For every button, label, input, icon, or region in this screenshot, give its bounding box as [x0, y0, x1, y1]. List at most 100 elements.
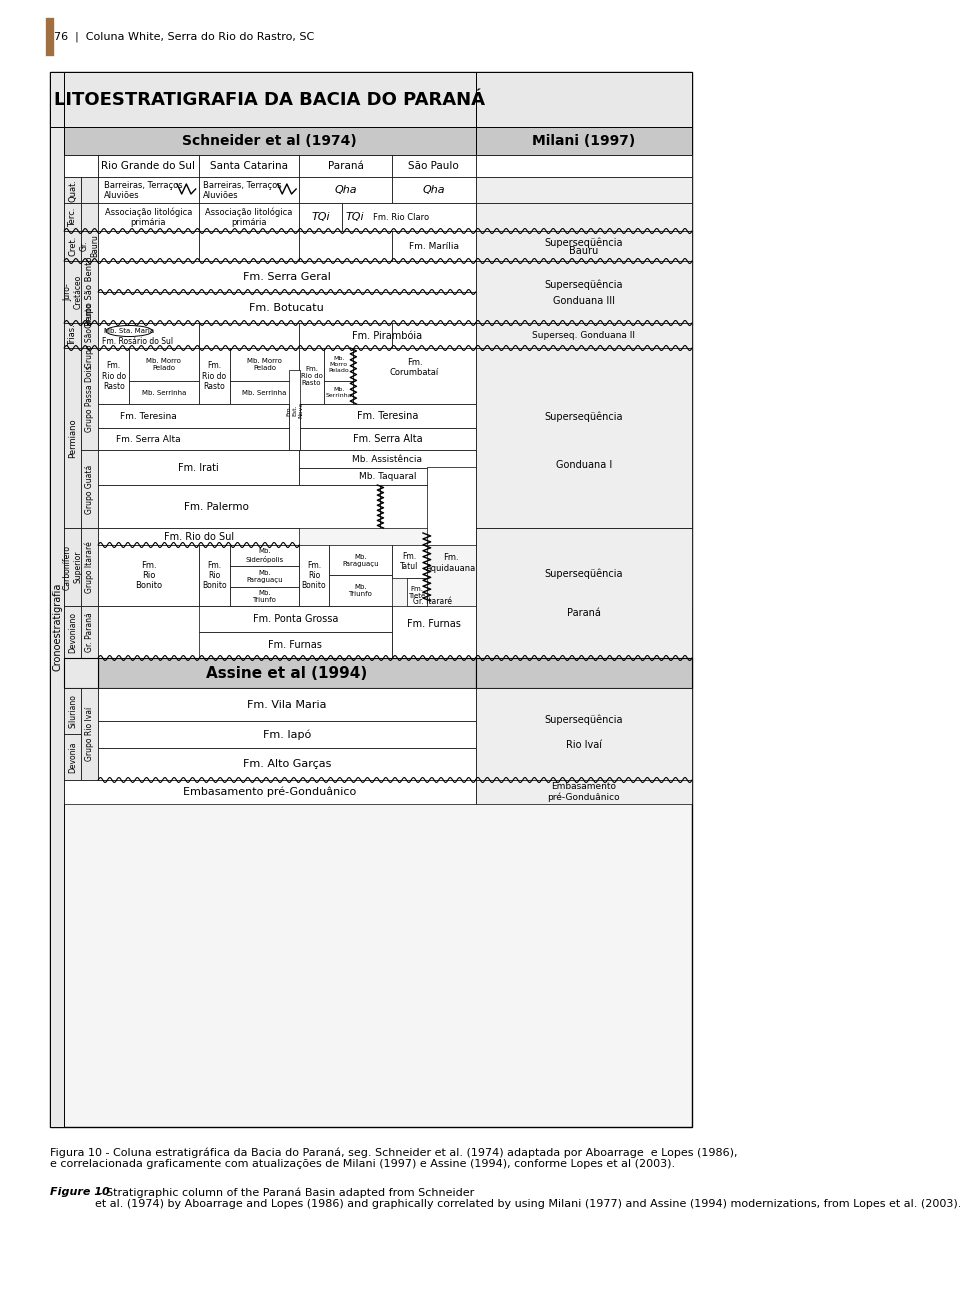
Text: Fm.
Corumbataí: Fm. Corumbataí	[390, 358, 439, 377]
Text: Embasamento pré-Gonduânico: Embasamento pré-Gonduânico	[183, 787, 356, 797]
Bar	[475, 528, 692, 658]
Text: Permiano: Permiano	[68, 419, 77, 457]
Bar	[98, 545, 199, 606]
Bar	[82, 348, 98, 450]
Ellipse shape	[106, 326, 153, 336]
Text: Qha: Qha	[422, 185, 445, 195]
Bar	[64, 127, 475, 155]
Text: Qha: Qha	[334, 185, 357, 195]
Text: Superseqüência: Superseqüência	[544, 279, 623, 289]
Text: Grupo Passa Dois: Grupo Passa Dois	[85, 366, 94, 433]
Text: Figure 10: Figure 10	[50, 1187, 110, 1196]
Text: Superseqüência: Superseqüência	[544, 568, 623, 579]
Bar	[289, 370, 300, 450]
Text: - Stratigraphic column of the Paraná Basin adapted from Schneider
et al. (1974) : - Stratigraphic column of the Paraná Bas…	[95, 1187, 960, 1209]
Text: Associação litológica
primária: Associação litológica primária	[105, 207, 192, 227]
Bar	[392, 323, 475, 348]
Text: Mb. Sta. Maria: Mb. Sta. Maria	[104, 328, 155, 335]
Text: Gonduana I: Gonduana I	[556, 460, 612, 470]
Text: Mb. Assistência: Mb. Assistência	[352, 455, 422, 464]
Bar	[98, 528, 300, 545]
Bar	[199, 545, 229, 606]
Text: Grupo Itararé: Grupo Itararé	[84, 541, 94, 593]
Bar	[64, 72, 475, 127]
Bar	[392, 177, 475, 203]
Text: Grupo São Bento: Grupo São Bento	[85, 304, 94, 368]
Bar	[300, 231, 392, 261]
Text: Rio Grande do Sul: Rio Grande do Sul	[102, 162, 196, 171]
Bar	[98, 348, 130, 404]
Text: Gr. Itararé: Gr. Itararé	[414, 597, 452, 606]
Text: Milani (1997): Milani (1997)	[532, 134, 636, 149]
Bar	[324, 381, 353, 404]
Bar	[392, 545, 427, 578]
Bar	[392, 231, 475, 261]
Bar	[64, 261, 82, 323]
Text: Fm. Vila Maria: Fm. Vila Maria	[247, 699, 326, 709]
Text: 76  |  Coluna White, Serra do Rio do Rastro, SC: 76 | Coluna White, Serra do Rio do Rastr…	[54, 32, 314, 43]
Bar	[475, 658, 692, 689]
Bar	[98, 292, 475, 323]
Text: LITOESTRATIGRAFIA DA BACIA DO PARANÁ: LITOESTRATIGRAFIA DA BACIA DO PARANÁ	[55, 90, 486, 109]
Bar	[98, 404, 289, 428]
Bar	[64, 734, 82, 780]
Text: Assine et al (1994): Assine et al (1994)	[206, 665, 368, 681]
Bar	[98, 323, 199, 348]
Text: Fm. Marília: Fm. Marília	[409, 242, 459, 251]
Bar	[98, 428, 289, 450]
Text: Grupo Rio Ivaí: Grupo Rio Ivaí	[85, 707, 94, 761]
Bar	[98, 606, 392, 658]
Bar	[98, 177, 199, 203]
Text: Fm.
Rio do
Rasto: Fm. Rio do Rasto	[203, 360, 227, 391]
Bar	[380, 484, 475, 528]
Bar	[199, 231, 300, 261]
Text: Fm. Teresina: Fm. Teresina	[120, 411, 177, 420]
Text: Fm. Rio do Sul: Fm. Rio do Sul	[163, 531, 234, 541]
Bar	[475, 231, 692, 261]
Bar	[130, 348, 199, 381]
Text: Fm.
Tatul: Fm. Tatul	[400, 552, 419, 571]
Text: Aluviões: Aluviões	[105, 190, 140, 199]
Bar	[229, 381, 300, 404]
Text: Fm.
Tietê: Fm. Tietê	[409, 585, 426, 598]
Bar	[50, 127, 64, 1127]
Bar	[98, 155, 199, 177]
Bar	[82, 177, 98, 203]
Bar	[300, 428, 475, 450]
Text: Barreiras, Terraços: Barreiras, Terraços	[105, 181, 183, 190]
Text: TQi: TQi	[311, 212, 330, 222]
Bar	[82, 231, 98, 261]
Text: Cronoestratigrafia: Cronoestratigrafia	[52, 583, 62, 671]
Text: Fm. Serra Geral: Fm. Serra Geral	[243, 271, 331, 282]
Text: Mb.
Paraguaçu: Mb. Paraguaçu	[246, 570, 283, 583]
Bar	[407, 578, 427, 606]
Bar	[64, 780, 475, 804]
Text: Rio Ivaí: Rio Ivaí	[565, 740, 602, 751]
Text: Fm. Teresina: Fm. Teresina	[357, 411, 419, 421]
Bar	[392, 606, 475, 658]
Bar	[50, 72, 64, 127]
Bar	[300, 323, 392, 348]
Bar	[475, 177, 692, 203]
Text: Paraná: Paraná	[327, 162, 364, 171]
Text: Carbonífero
Superior: Carbonífero Superior	[63, 544, 83, 589]
Text: Fm.
Rio
Bonito: Fm. Rio Bonito	[202, 561, 227, 590]
Bar	[229, 566, 300, 587]
Text: Fm.
Rio
Bonito: Fm. Rio Bonito	[301, 561, 326, 590]
Text: Fm. Furnas: Fm. Furnas	[407, 619, 461, 629]
Text: Juro-
Cretáceo: Juro- Cretáceo	[63, 275, 83, 309]
Bar	[98, 484, 380, 528]
Bar	[300, 404, 475, 428]
Text: Mb.
Triunfo: Mb. Triunfo	[252, 590, 276, 603]
Bar	[475, 261, 692, 323]
Bar	[300, 468, 475, 484]
Text: Superseqüência: Superseqüência	[544, 238, 623, 248]
Bar	[328, 545, 392, 575]
Text: Fm.
Aquidauana: Fm. Aquidauana	[426, 553, 476, 572]
Bar	[199, 155, 300, 177]
Bar	[475, 155, 692, 177]
Text: São Paulo: São Paulo	[408, 162, 459, 171]
Bar	[82, 606, 98, 658]
Bar	[475, 348, 692, 528]
Bar	[475, 780, 692, 804]
